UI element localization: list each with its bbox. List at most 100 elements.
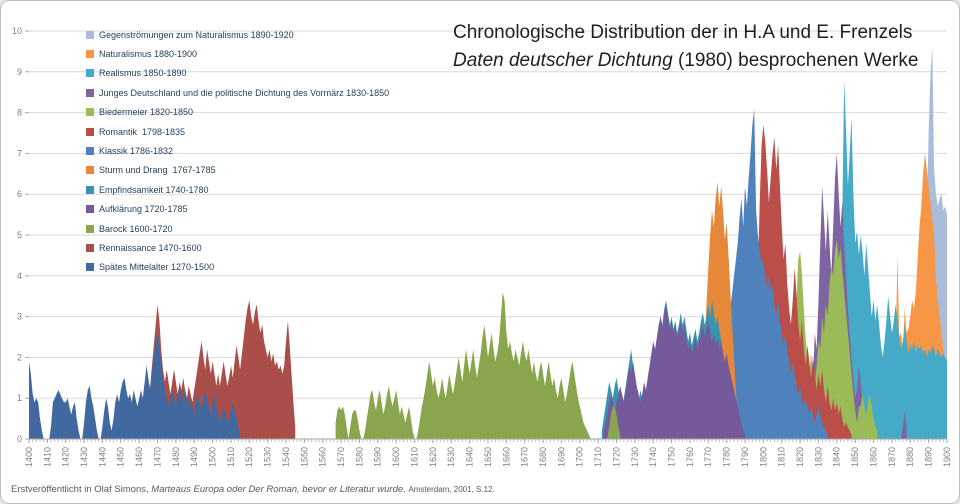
legend-label: Romantik 1798-1835 — [99, 126, 186, 137]
x-tick-label: 1770 — [703, 447, 713, 467]
legend-item: Biedermeier 1820-1850 — [86, 103, 389, 122]
x-tick-label: 1870 — [887, 447, 897, 467]
y-tick-label: 0 — [17, 434, 22, 444]
legend-label: Biedermeier 1820-1850 — [99, 107, 194, 118]
legend-label: Gegenströmungen zum Naturalismus 1890-19… — [99, 29, 294, 40]
y-tick-label: 6 — [17, 189, 22, 199]
x-tick-label: 1860 — [868, 447, 878, 467]
x-tick-label: 1530 — [263, 447, 273, 467]
x-tick-label: 1900 — [942, 447, 952, 467]
legend-label: Empfindsamkeit 1740-1780 — [99, 184, 209, 195]
x-tick-label: 1410 — [42, 447, 52, 467]
legend: Gegenströmungen zum Naturalismus 1890-19… — [86, 25, 389, 277]
y-tick-label: 10 — [12, 26, 22, 36]
legend-swatch — [86, 69, 94, 78]
y-tick-label: 4 — [17, 271, 22, 281]
x-tick-label: 1440 — [97, 447, 107, 467]
area-series — [603, 304, 745, 439]
x-tick-label: 1460 — [134, 447, 144, 467]
legend-label: Rennaissance 1470-1600 — [99, 242, 202, 253]
legend-swatch — [86, 30, 94, 39]
y-tick-label: 5 — [17, 230, 22, 240]
area-series — [836, 80, 947, 439]
legend-item: Realismus 1850-1890 — [86, 64, 389, 83]
x-tick-label: 1570 — [336, 447, 346, 467]
x-tick-label: 1520 — [244, 447, 254, 467]
legend-item: Naturalismus 1880-1900 — [86, 44, 389, 63]
legend-item: Romantik 1798-1835 — [86, 122, 389, 141]
x-tick-label: 1710 — [593, 447, 603, 467]
x-tick-label: 1480 — [171, 447, 181, 467]
legend-label: Realismus 1850-1890 — [99, 68, 187, 79]
chart-title-suffix: (1980) besprochenen Werke — [672, 50, 919, 71]
x-tick-label: 1590 — [373, 447, 383, 467]
x-tick-label: 1540 — [281, 447, 291, 467]
x-tick-label: 1740 — [648, 447, 658, 467]
chart-title-prefix: Chronologische Distribution der in H.A u… — [453, 22, 913, 43]
x-tick-label: 1850 — [850, 447, 860, 467]
legend-swatch — [86, 147, 94, 156]
x-tick-label: 1670 — [520, 447, 530, 467]
legend-item: Junges Deutschland und die politische Di… — [86, 83, 389, 102]
x-tick-label: 1630 — [446, 447, 456, 467]
x-tick-label: 1450 — [116, 447, 126, 467]
x-tick-label: 1550 — [299, 447, 309, 467]
legend-label: Sturm und Drang 1767-1785 — [99, 165, 216, 176]
legend-item: Rennaissance 1470-1600 — [86, 238, 389, 257]
y-tick-label: 3 — [17, 312, 22, 322]
y-tick-label: 2 — [17, 352, 22, 362]
legend-swatch — [86, 205, 94, 214]
y-tick-label: 8 — [17, 108, 22, 118]
legend-swatch — [86, 166, 94, 175]
x-tick-label: 1620 — [428, 447, 438, 467]
source-note-suffix: . — [403, 484, 409, 495]
x-tick-label: 1890 — [924, 447, 934, 467]
x-tick-label: 1830 — [813, 447, 823, 467]
legend-label: Barock 1600-1720 — [99, 223, 173, 234]
x-tick-label: 1800 — [758, 447, 768, 467]
x-tick-label: 1810 — [777, 447, 787, 467]
x-tick-label: 1690 — [556, 447, 566, 467]
x-tick-label: 1730 — [630, 447, 640, 467]
area-series — [335, 292, 621, 439]
x-tick-label: 1650 — [483, 447, 493, 467]
x-tick-label: 1750 — [666, 447, 676, 467]
area-series — [711, 108, 828, 439]
legend-label: Spätes Mittelalter 1270-1500 — [99, 262, 215, 273]
legend-label: Naturalismus 1880-1900 — [99, 49, 198, 60]
x-tick-label: 1430 — [79, 447, 89, 467]
x-tick-label: 1610 — [409, 447, 419, 467]
legend-swatch — [86, 185, 94, 194]
y-tick-label: 1 — [17, 393, 22, 403]
x-tick-label: 1660 — [501, 447, 511, 467]
x-tick-label: 1500 — [207, 447, 217, 467]
legend-swatch — [86, 108, 94, 117]
x-tick-label: 1820 — [795, 447, 805, 467]
legend-label: Junges Deutschland und die politische Di… — [99, 87, 390, 98]
x-tick-label: 1580 — [354, 447, 364, 467]
legend-item: Barock 1600-1720 — [86, 219, 389, 238]
legend-swatch — [86, 263, 94, 272]
legend-label: Klassik 1786-1832 — [99, 146, 174, 157]
legend-item: Sturm und Drang 1767-1785 — [86, 161, 389, 180]
x-tick-label: 1760 — [685, 447, 695, 467]
chart-title: Chronologische Distribution der in H.A u… — [453, 19, 925, 75]
legend-swatch — [86, 127, 94, 136]
x-tick-label: 1700 — [575, 447, 585, 467]
x-tick-label: 1560 — [318, 447, 328, 467]
legend-swatch — [86, 243, 94, 252]
legend-item: Gegenströmungen zum Naturalismus 1890-19… — [86, 25, 389, 44]
x-tick-label: 1780 — [722, 447, 732, 467]
legend-swatch — [86, 224, 94, 233]
x-tick-label: 1680 — [538, 447, 548, 467]
x-tick-label: 1790 — [740, 447, 750, 467]
x-tick-label: 1640 — [465, 447, 475, 467]
x-tick-label: 1420 — [61, 447, 71, 467]
source-note-prefix: Erstveröffentlicht in Olaf Simons, — [11, 484, 152, 495]
legend-swatch — [86, 88, 94, 97]
chart-title-italic: Daten deutscher Dichtung — [453, 50, 673, 71]
source-note-italic: Marteaus Europa oder Der Roman, bevor er… — [151, 484, 404, 495]
x-tick-label: 1510 — [226, 447, 236, 467]
